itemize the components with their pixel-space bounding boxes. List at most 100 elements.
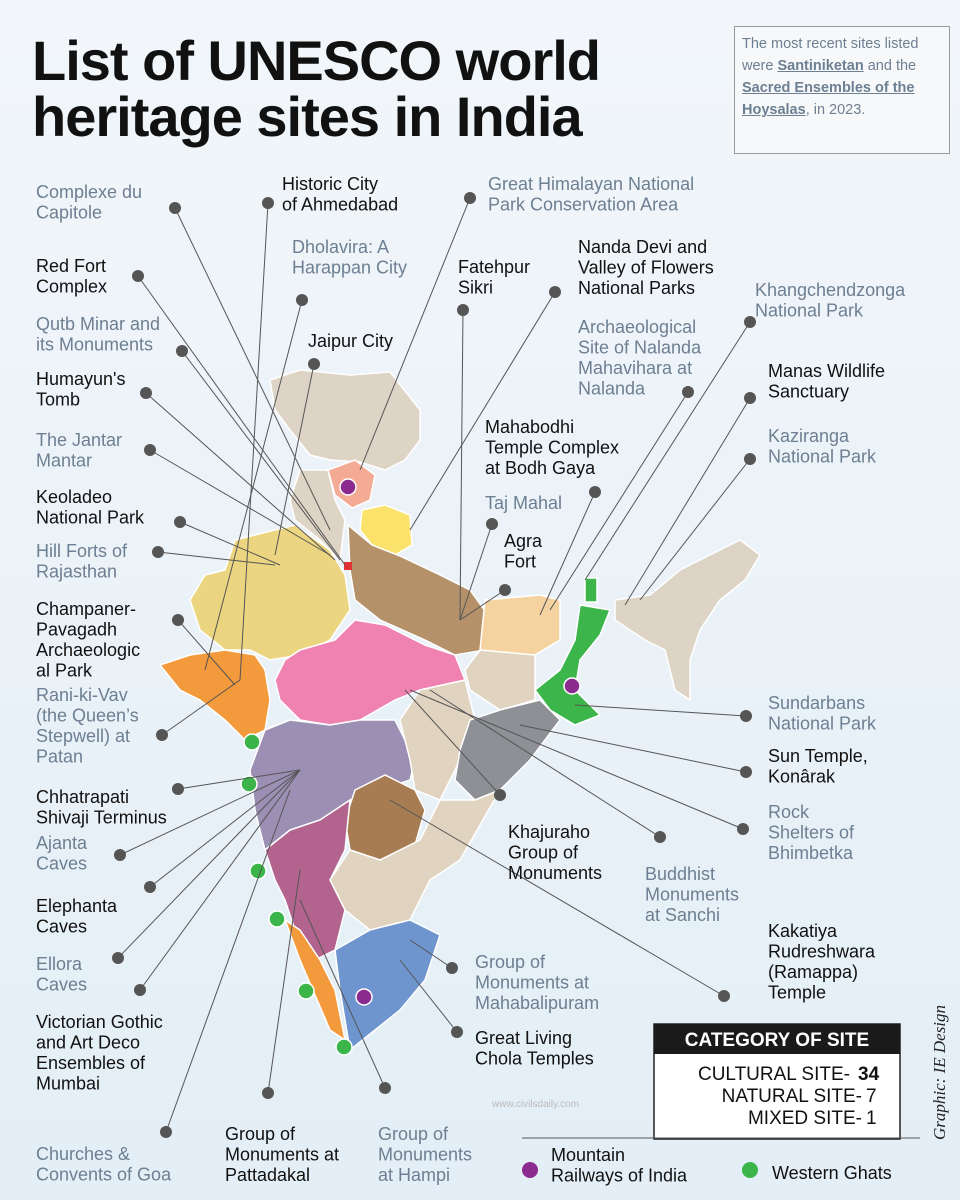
- credit: Graphic: IE Design: [930, 1005, 949, 1140]
- site-label: Sun Temple,: [768, 746, 868, 766]
- leader-dot: [682, 386, 694, 398]
- site-label: Taj Mahal: [485, 493, 562, 513]
- leader-line: [179, 521, 281, 566]
- leader-line: [267, 869, 301, 1094]
- site-label: Capitole: [36, 203, 102, 223]
- site-label: National Park: [755, 301, 864, 321]
- leader-dot: [174, 516, 186, 528]
- box-title: CATEGORY OF SITE: [685, 1030, 869, 1051]
- leader-dot: [140, 387, 152, 399]
- category-box: CATEGORY OF SITE CULTURAL SITE- 34NATURAL…: [653, 1023, 901, 1140]
- leader-line: [459, 309, 464, 621]
- leader-line: [239, 202, 269, 681]
- note-link[interactable]: Sacred Ensembles of the Hoysalas: [742, 80, 915, 118]
- leader-line: [459, 523, 493, 621]
- site-label: Mahabodhi: [485, 417, 574, 437]
- leader-line: [174, 207, 331, 531]
- leader-dot: [172, 783, 184, 795]
- leader-line: [404, 689, 501, 796]
- leader-line: [399, 959, 458, 1033]
- site-label: Ensembles of: [36, 1053, 146, 1073]
- site-label: Park Conservation Area: [488, 195, 679, 215]
- note-link[interactable]: Santiniketan: [777, 58, 864, 74]
- site-label: Rani-ki-Vav: [36, 685, 128, 705]
- note-text: The most recent sites listed were: [742, 36, 919, 74]
- site-label: Khajuraho: [508, 822, 590, 842]
- leader-dot: [262, 1087, 274, 1099]
- site-label: Chhatrapati: [36, 787, 129, 807]
- site-label: Victorian Gothic: [36, 1012, 163, 1032]
- site-label: (the Queen’s: [36, 706, 139, 726]
- leader-line: [389, 799, 725, 997]
- site-label: Caves: [36, 975, 87, 995]
- leader-dot: [499, 584, 511, 596]
- legend-label: Railways of India: [551, 1166, 688, 1186]
- site-label: Churches &: [36, 1144, 130, 1164]
- legend-label: Western Ghats: [772, 1163, 892, 1183]
- site-label: Champaner-: [36, 599, 136, 619]
- leader-line: [139, 769, 301, 991]
- site-label: Fort: [504, 552, 536, 572]
- leader-dot: [112, 952, 124, 964]
- site-label: al Park: [36, 661, 93, 681]
- site-label: at Bodh Gaya: [485, 458, 596, 478]
- site-label: Pattadakal: [225, 1165, 310, 1185]
- site-label: Harappan City: [292, 258, 407, 278]
- category-count: 1: [866, 1108, 877, 1129]
- leader-line: [549, 391, 689, 611]
- category-label: MIXED SITE-: [748, 1108, 862, 1129]
- leader-dot: [451, 1026, 463, 1038]
- site-label: Kakatiya: [768, 921, 838, 941]
- site-label: Great Living: [475, 1028, 572, 1048]
- site-label: (Ramappa): [768, 962, 858, 982]
- leader-line: [165, 789, 291, 1133]
- site-dot: [243, 733, 261, 751]
- leader-dot: [654, 831, 666, 843]
- site-label: Group of: [508, 843, 579, 863]
- site-label: Group of: [475, 952, 546, 972]
- site-label: Valley of Flowers: [578, 258, 714, 278]
- site-label: Tomb: [36, 390, 80, 410]
- site-label: Hill Forts of: [36, 541, 128, 561]
- site-label: Kaziranga: [768, 426, 850, 446]
- site-label: Shivaji Terminus: [36, 808, 167, 828]
- leader-dot: [457, 304, 469, 316]
- site-label: The Jantar: [36, 430, 122, 450]
- site-label: Nalanda: [578, 379, 646, 399]
- site-label: Caves: [36, 917, 87, 937]
- title-line: heritage sites in India: [32, 85, 583, 148]
- leader-line: [429, 689, 661, 838]
- site-dot: [355, 988, 373, 1006]
- category-label: CULTURAL SITE-: [698, 1064, 850, 1085]
- site-label: Group of: [378, 1124, 449, 1144]
- leader-line: [204, 299, 303, 671]
- leader-dot: [262, 197, 274, 209]
- leader-line: [177, 769, 301, 790]
- site-dot: [335, 1038, 353, 1056]
- site-label: Monuments: [645, 885, 739, 905]
- site-label: Dholavira: A: [292, 237, 389, 257]
- leader-dot: [744, 453, 756, 465]
- site-label: Mumbai: [36, 1074, 100, 1094]
- leader-dot: [737, 823, 749, 835]
- site-label: Archaeologic: [36, 640, 140, 660]
- site-dot: [249, 862, 267, 880]
- leader-dot: [144, 444, 156, 456]
- site-dot: [268, 910, 286, 928]
- site-label: Complexe du: [36, 182, 142, 202]
- leader-line: [145, 392, 336, 561]
- leader-dot: [740, 766, 752, 778]
- legend-label: Mountain: [551, 1145, 625, 1165]
- leader-dot: [486, 518, 498, 530]
- site-label: Ajanta: [36, 833, 88, 853]
- leader-line: [161, 679, 241, 736]
- site-label: Archaeological: [578, 317, 696, 337]
- site-label: Agra: [504, 531, 543, 551]
- site-label: its Monuments: [36, 335, 153, 355]
- leader-dot: [308, 358, 320, 370]
- site-label: Convents of Goa: [36, 1165, 172, 1185]
